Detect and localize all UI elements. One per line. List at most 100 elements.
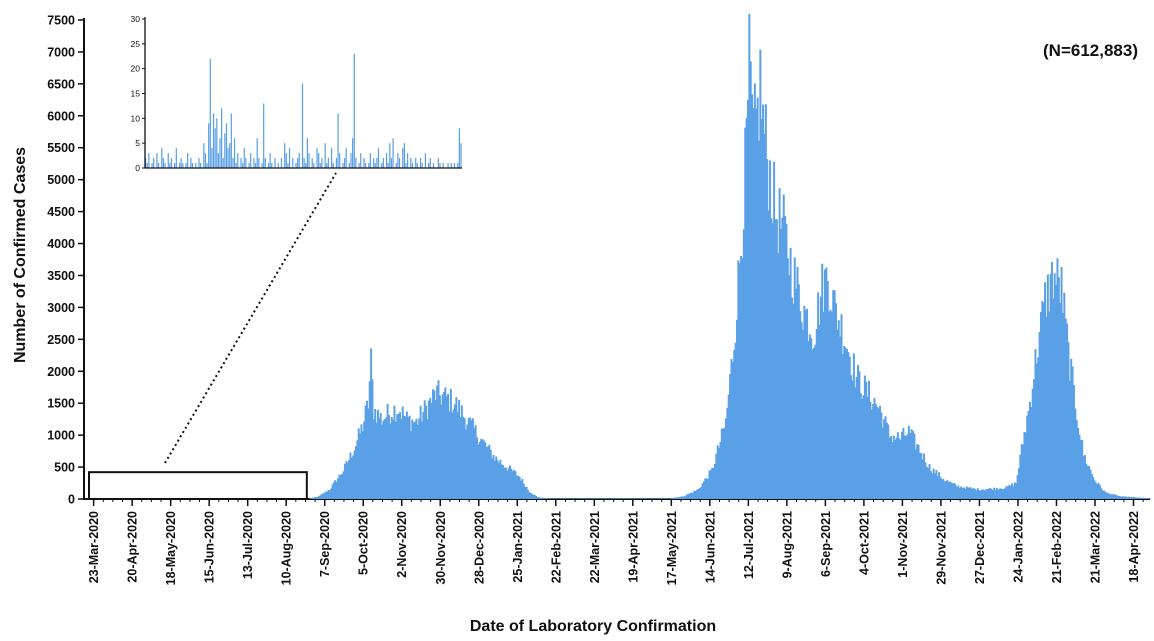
y-tick-label: 4500 — [47, 205, 75, 219]
x-tick-label: 7-Sep-2020 — [318, 511, 332, 577]
zoom-region-box — [89, 472, 307, 499]
y-tick-label: 6500 — [47, 77, 75, 91]
inset-bar — [231, 113, 232, 168]
inset-bar — [205, 153, 206, 168]
inset-bar — [375, 163, 376, 168]
inset-y-tick-label: 10 — [131, 113, 141, 123]
inset-bar — [171, 158, 172, 168]
x-tick-label: 15-Jun-2020 — [203, 511, 217, 583]
x-tick-label: 29-Nov-2021 — [934, 511, 948, 585]
inset-bar — [200, 163, 201, 168]
inset-bar — [368, 163, 369, 168]
inset-bar — [305, 163, 306, 168]
inset-bar — [460, 143, 461, 168]
inset-bar — [271, 163, 272, 168]
y-tick-label: 3500 — [47, 269, 75, 283]
inset-bar — [443, 163, 444, 168]
inset-bar — [181, 158, 182, 168]
x-tick-label: 10-Aug-2020 — [280, 511, 294, 585]
inset-bar — [328, 158, 329, 168]
inset-bar — [211, 148, 212, 168]
inset-bar — [316, 148, 317, 168]
inset-bar — [396, 163, 397, 168]
inset-bar — [349, 163, 350, 168]
inset-bar — [376, 158, 377, 168]
y-tick-label: 6000 — [47, 109, 75, 123]
inset-y-tick-label: 15 — [131, 89, 141, 99]
x-tick-label: 1-Nov-2021 — [896, 511, 910, 578]
inset-bar — [321, 158, 322, 168]
inset-bar — [253, 158, 254, 168]
inset-bar — [302, 84, 303, 168]
inset-bar — [195, 163, 196, 168]
inset-bar — [255, 163, 256, 168]
inset-bar — [224, 133, 225, 168]
x-tick-label: 24-Jan-2022 — [1011, 511, 1025, 583]
overlay-layer — [89, 173, 336, 499]
inset-bar — [257, 138, 258, 168]
inset-bar — [339, 153, 340, 168]
inset-bar — [270, 153, 271, 168]
inset-bar — [210, 59, 211, 168]
x-tick-label: 27-Dec-2021 — [973, 511, 987, 584]
inset-bar — [308, 153, 309, 168]
y-tick-label: 2500 — [47, 333, 75, 347]
inset-bar — [218, 153, 219, 168]
inset-bar — [399, 158, 400, 168]
inset-bar — [410, 158, 411, 168]
inset-bar — [216, 118, 217, 168]
inset-bar — [148, 153, 149, 168]
inset-bar — [221, 108, 222, 168]
inset-bar — [447, 163, 448, 168]
inset-bar — [412, 163, 413, 168]
inset-bar — [355, 158, 356, 168]
inset-bar — [430, 158, 431, 168]
inset-bar — [417, 163, 418, 168]
inset-bar — [250, 153, 251, 168]
inset-bar — [420, 158, 421, 168]
inset-bar — [219, 138, 220, 168]
inset-bar — [265, 158, 266, 168]
inset-bar — [176, 148, 177, 168]
inset-bar — [415, 158, 416, 168]
inset-bar — [304, 158, 305, 168]
inset-bar — [274, 158, 275, 168]
inset-bar — [258, 158, 259, 168]
inset-bar — [404, 143, 405, 168]
inset-bar — [360, 153, 361, 168]
inset-bar — [326, 163, 327, 168]
y-tick-label: 5500 — [47, 141, 75, 155]
y-tick-label: 1500 — [47, 397, 75, 411]
inset-bar — [386, 153, 387, 168]
inset-bar — [208, 123, 209, 168]
inset-bar — [151, 163, 152, 168]
y-tick-label: 7500 — [47, 14, 75, 28]
inset-y-tick-label: 25 — [131, 39, 141, 49]
inset-y-tick-label: 5 — [135, 138, 140, 148]
inset-y-tick-label: 20 — [131, 64, 141, 74]
inset-bar — [331, 148, 332, 168]
x-tick-label: 21-Mar-2022 — [1088, 511, 1102, 583]
inset-bar — [389, 143, 390, 168]
inset-bar — [163, 158, 164, 168]
inset-bar — [438, 158, 439, 168]
x-tick-label: 19-Apr-2021 — [626, 511, 640, 583]
inset-bar — [333, 163, 334, 168]
inset-bar — [268, 163, 269, 168]
y-tick-label: 1000 — [47, 429, 75, 443]
inset-bar — [363, 158, 364, 168]
x-tick-label: 17-May-2021 — [665, 511, 679, 585]
inset-bar — [373, 158, 374, 168]
inset-bar — [153, 158, 154, 168]
inset-bar — [263, 103, 264, 168]
inset-bar — [286, 153, 287, 168]
sample-size-annotation: (N=612,883) — [1043, 41, 1138, 60]
inset-bar — [168, 153, 169, 168]
inset-bar — [261, 163, 262, 168]
inset-bar — [158, 163, 159, 168]
inset-bar — [223, 158, 224, 168]
inset-bar — [342, 163, 343, 168]
inset-bar — [229, 143, 230, 168]
inset-bar — [337, 113, 338, 168]
inset-bar — [190, 158, 191, 168]
